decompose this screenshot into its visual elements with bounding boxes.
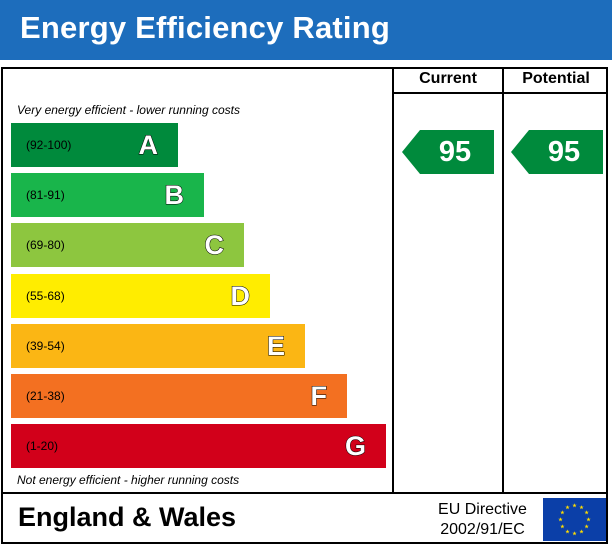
note-top: Very energy efficient - lower running co… [17, 103, 240, 117]
eu-flag-icon [543, 498, 606, 541]
band-f: (21-38) F [11, 374, 347, 418]
band-range: (21-38) [26, 389, 65, 403]
band-d: (55-68) D [11, 273, 270, 318]
current-rating-value: 95 [438, 136, 472, 168]
eu-star-icon [558, 517, 563, 522]
eu-star-icon [565, 529, 570, 534]
band-b: (81-91) B [11, 173, 204, 218]
band-g: (1-20) G [11, 424, 386, 469]
band-letter: B [164, 180, 184, 211]
band-letter: E [266, 330, 285, 361]
eu-star-icon [579, 505, 584, 510]
rating-frame [1, 67, 608, 544]
band-letter: F [310, 381, 327, 412]
band-range: (92-100) [26, 138, 72, 152]
band-c: (69-80) C [11, 223, 244, 268]
eu-star-icon [584, 524, 589, 529]
potential-arrow-shape [511, 130, 603, 174]
band-letter: C [204, 230, 224, 261]
band-range: (69-80) [26, 238, 65, 253]
band-range: (81-91) [26, 188, 65, 203]
eu-star-icon [560, 510, 565, 515]
potential-rating-value: 95 [547, 136, 581, 168]
current-rating-arrow: 95 [402, 130, 494, 174]
column-header-current: Current [419, 70, 477, 87]
divider-potential [502, 67, 504, 494]
band-range: (1-20) [26, 439, 59, 454]
divider-column-header [392, 92, 608, 94]
directive-line1: EU Directive [438, 501, 527, 518]
column-header-potential: Potential [522, 70, 590, 87]
eu-star-icon [565, 505, 570, 510]
directive-line2: 2002/91/EC [440, 521, 525, 538]
eu-star-icon [560, 524, 565, 529]
eu-star-icon [579, 529, 584, 534]
header-banner: Energy Efficiency Rating [0, 0, 612, 60]
band-letter: G [344, 431, 366, 462]
eu-star-icon [572, 503, 577, 508]
current-arrow-shape [402, 130, 494, 174]
region-label: England & Wales [18, 502, 237, 532]
page-title: Energy Efficiency Rating [20, 10, 391, 45]
eu-star-icon [572, 531, 577, 536]
band-range: (39-54) [26, 338, 65, 353]
eu-star-icon [584, 510, 589, 515]
band-range: (55-68) [26, 288, 65, 303]
band-a: (92-100) A [11, 123, 178, 167]
band-letter: A [138, 130, 158, 161]
divider-footer [1, 492, 608, 494]
potential-rating-arrow: 95 [511, 130, 603, 174]
divider-current [392, 67, 394, 494]
band-letter: D [230, 280, 250, 311]
band-e: (39-54) E [11, 323, 305, 368]
note-bottom: Not energy efficient - higher running co… [17, 473, 240, 487]
eu-star-icon [586, 517, 591, 522]
